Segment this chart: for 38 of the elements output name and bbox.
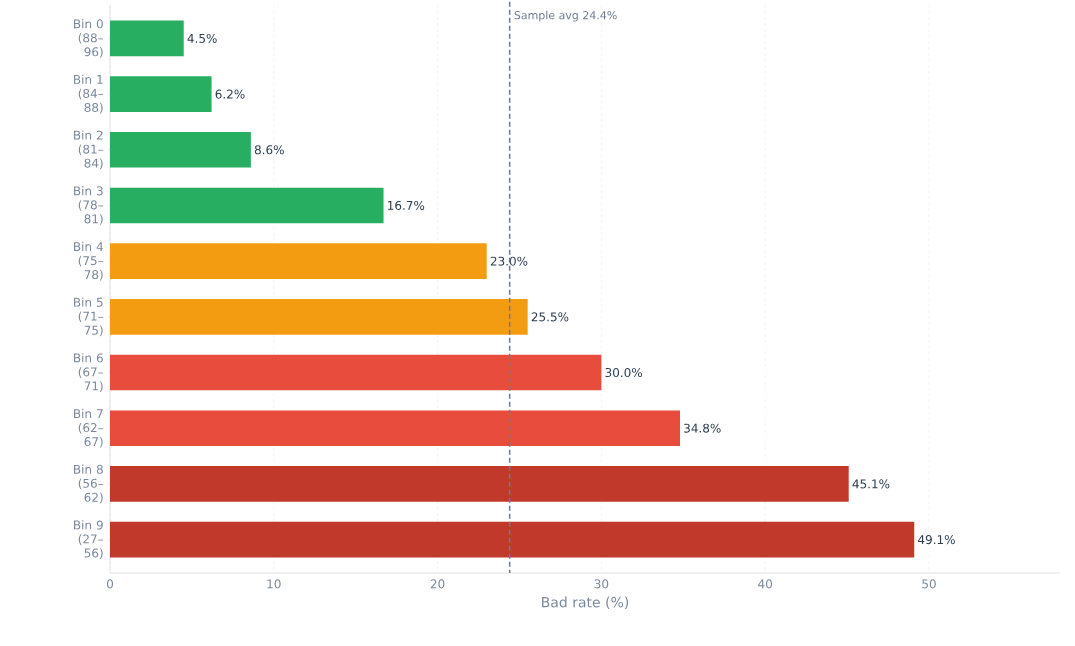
data-label: 4.5% [187,33,217,43]
y-tick-label: Bin 9 (27–56) [74,520,104,559]
data-label: 25.5% [531,312,569,322]
x-axis-title: Bad rate (%) [542,596,629,610]
data-label: 49.1% [918,535,955,545]
y-tick-label: Bin 4 (75–78) [74,241,104,281]
x-tick-label: 20 [430,579,445,589]
x-tick-label: 10 [267,579,281,589]
y-tick-label: Bin 3 (78–81) [74,186,104,225]
bar [110,410,680,447]
ref-line-label: Sample avg 24.4% [514,10,617,22]
bar [110,76,212,112]
bar [110,20,184,57]
x-tick-label: 30 [594,579,609,589]
bar [110,131,251,168]
data-label: 30.0% [605,368,643,378]
bar [110,243,487,279]
data-label: 34.8% [684,423,721,433]
data-label: 6.2% [215,89,245,99]
y-tick-label: Bin 2 (81–84) [74,130,104,170]
x-tick-label: 40 [758,579,773,589]
bar [110,187,384,224]
x-tick-label: 50 [922,579,936,589]
y-tick-label: Bin 6 (67–71) [74,353,104,392]
y-tick-label: Bin 8 (56–62) [74,464,104,504]
y-tick-label: Bin 0 (88–96) [74,19,104,58]
x-tick-label: 0 [106,579,114,589]
data-label: 16.7% [388,200,425,211]
data-label: 45.1% [852,479,890,489]
y-tick-label: Bin 5 (71–75) [74,297,104,337]
y-tick-label: Bin 7 (62–67) [74,408,104,448]
y-tick-label: Bin 1 (84–88) [74,74,104,114]
bar [110,299,528,335]
bar [110,354,602,391]
data-label: 8.6% [254,145,284,155]
bar [110,521,915,558]
bar [110,466,849,502]
data-label: 23.0% [490,256,528,266]
